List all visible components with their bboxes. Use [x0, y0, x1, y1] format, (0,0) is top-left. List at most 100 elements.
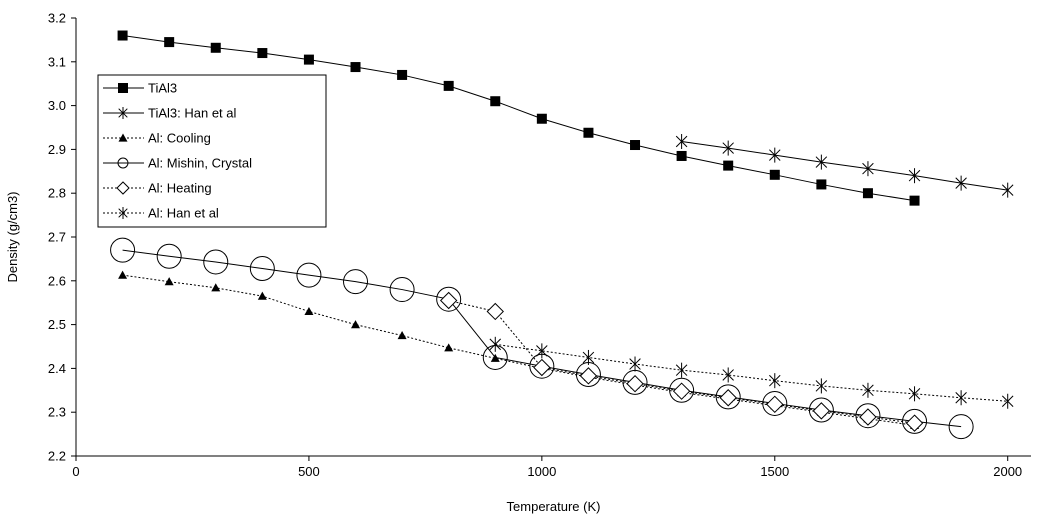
data-point — [812, 402, 831, 420]
y-tick-label: 3.1 — [48, 54, 66, 69]
data-point — [489, 336, 502, 352]
data-point — [862, 382, 874, 398]
legend-marker — [116, 181, 130, 195]
x-axis-title: Temperature (K) — [507, 499, 601, 514]
data-point — [815, 378, 828, 394]
data-point — [536, 343, 548, 359]
data-point — [486, 302, 504, 321]
y-tick-label: 2.8 — [48, 186, 66, 201]
data-point — [815, 154, 828, 170]
data-point — [533, 358, 551, 377]
data-point — [249, 256, 275, 282]
series-2 — [675, 134, 1014, 198]
legend-label: Al: Mishin, Crystal — [148, 156, 252, 171]
data-point — [908, 386, 921, 402]
data-point — [1001, 393, 1014, 409]
series-1 — [117, 30, 920, 206]
data-point — [766, 395, 784, 414]
data-point — [257, 291, 267, 300]
series-line — [495, 343, 1008, 402]
data-point — [855, 403, 881, 429]
series-line — [122, 249, 962, 428]
series-line — [122, 274, 915, 426]
data-point — [630, 140, 641, 151]
axes: 2.2 2.3 2.4 2.5 2.6 2.7 2.8 2.9 3.0 3.1 3.2 0 500 100… — [48, 11, 1031, 479]
data-point — [110, 237, 136, 263]
data-point — [397, 69, 408, 80]
y-tick-label: 3.2 — [48, 11, 66, 26]
data-point — [715, 384, 741, 410]
data-point — [444, 343, 454, 352]
data-point — [350, 62, 361, 73]
data-point — [303, 54, 314, 65]
x-tick-label: 1000 — [527, 464, 556, 479]
data-point — [490, 96, 501, 107]
data-point — [722, 367, 734, 383]
data-point — [676, 150, 687, 161]
data-point — [164, 37, 175, 48]
data-point — [769, 147, 781, 163]
data-point — [675, 134, 688, 150]
x-tick-label: 1500 — [760, 464, 789, 479]
data-point — [862, 188, 873, 199]
legend: TiAl3 TiAl3: Han et al Al: Cooling Al: Mish… — [97, 74, 327, 228]
legend-box — [97, 74, 327, 228]
legend-item: TiAl3: Han et al — [103, 106, 237, 121]
data-point — [582, 349, 595, 365]
data-point — [443, 80, 454, 91]
data-point — [859, 408, 877, 426]
data-point — [164, 277, 174, 286]
data-point — [257, 48, 268, 59]
data-point — [397, 331, 407, 340]
y-tick-label: 2.9 — [48, 142, 66, 157]
series-line — [681, 141, 1008, 191]
legend-label: Al: Han et al — [148, 206, 219, 221]
data-point — [762, 390, 788, 416]
y-tick-label: 2.5 — [48, 317, 66, 332]
data-point — [117, 30, 128, 41]
data-point — [672, 382, 691, 400]
y-tick-label: 3.0 — [48, 98, 66, 113]
data-point — [389, 277, 415, 303]
legend-marker — [118, 133, 128, 142]
legend-marker — [118, 107, 128, 119]
y-tick-label: 2.3 — [48, 405, 66, 420]
series-3 — [118, 270, 920, 429]
data-point — [351, 320, 361, 329]
data-point — [343, 269, 369, 295]
data-point — [808, 397, 834, 423]
data-point — [118, 270, 128, 279]
series-5 — [439, 291, 924, 432]
data-point — [948, 414, 974, 440]
data-point — [955, 390, 967, 406]
data-point — [909, 195, 920, 206]
data-point — [211, 283, 221, 292]
data-point — [296, 262, 322, 288]
data-point — [816, 179, 827, 190]
x-tick-label: 500 — [298, 464, 320, 479]
data-point — [439, 291, 458, 310]
series-4 — [110, 237, 974, 440]
series-line — [448, 300, 915, 424]
data-point — [626, 375, 644, 393]
y-axis-title: Density (g/cm3) — [5, 191, 20, 282]
data-point — [436, 286, 462, 312]
legend-marker — [117, 157, 129, 169]
data-point — [156, 243, 182, 269]
legend-label: TiAl3: Han et al — [148, 106, 237, 121]
y-tick-label: 2.7 — [48, 230, 66, 245]
data-point — [1001, 182, 1014, 198]
data-point — [669, 377, 695, 403]
data-point — [905, 414, 924, 432]
data-point — [579, 367, 598, 385]
legend-item: Al: Cooling — [103, 131, 211, 146]
data-point — [719, 389, 737, 407]
series-layer — [110, 30, 1014, 440]
data-point — [723, 160, 734, 171]
y-tick-label: 2.2 — [48, 449, 66, 464]
y-tick-label: 2.6 — [48, 273, 66, 288]
series-line — [122, 35, 915, 202]
x-tick-label: 0 — [72, 464, 79, 479]
data-point — [203, 249, 229, 275]
